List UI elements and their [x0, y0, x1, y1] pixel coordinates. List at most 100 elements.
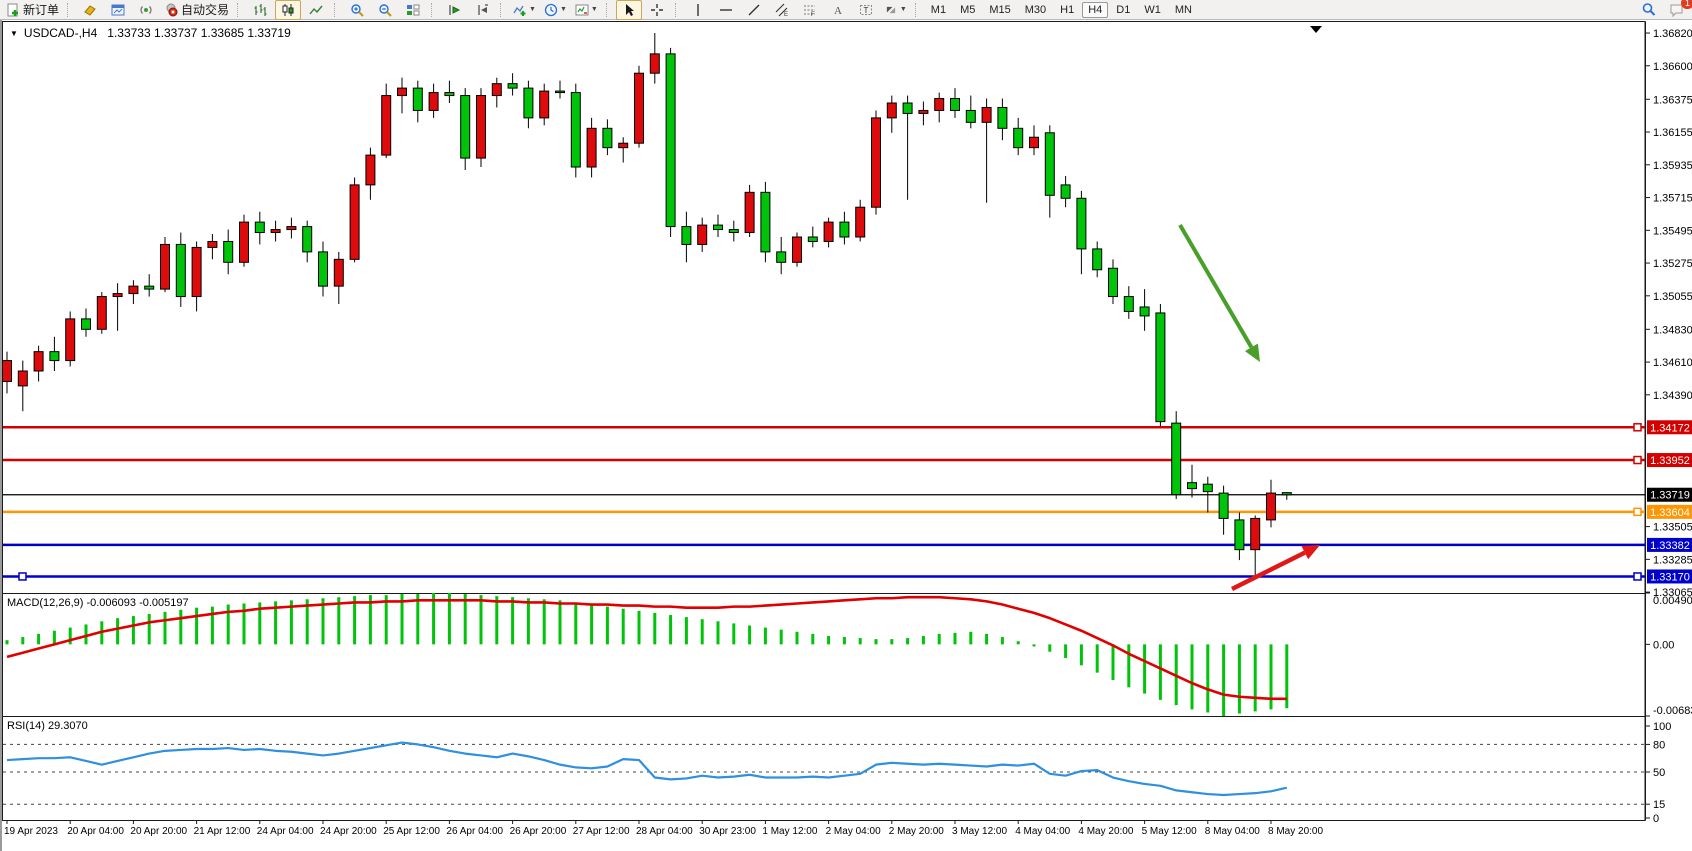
timeframe-H1[interactable]: H1	[1060, 3, 1075, 16]
tile-windows-button[interactable]	[400, 0, 426, 20]
horizontal-line-button[interactable]	[713, 0, 739, 20]
indicators-button[interactable]: ▼	[510, 0, 539, 20]
candlestick-icon	[282, 3, 294, 16]
periods-button[interactable]: ▼	[541, 0, 570, 20]
chart-canvas[interactable]: 1.36820 1.36600 1.36375 1.36155 1.35935 1.357…	[2, 20, 1692, 851]
macd-signal-line	[6, 595, 1287, 701]
vertical-line-button[interactable]	[685, 0, 711, 20]
svg-text:2 May 04:00: 2 May 04:00	[826, 826, 881, 837]
toolbar-grip	[237, 2, 243, 17]
toolbar-grip	[431, 2, 437, 17]
zoom-out-button[interactable]	[372, 0, 398, 20]
rsi-indicator-label[interactable]: RSI(14) 29.3070	[7, 720, 88, 732]
svg-text:26 Apr 04:00: 26 Apr 04:00	[446, 826, 503, 837]
svg-text:80: 80	[1653, 739, 1665, 751]
symbol-dropdown-icon[interactable]: ▼	[10, 28, 18, 38]
green-down-arrow[interactable]	[1178, 223, 1260, 362]
timeframe-M5[interactable]: M5	[960, 3, 976, 16]
notifications-button[interactable]: 1	[1663, 0, 1692, 20]
line-chart-button[interactable]	[303, 0, 329, 20]
svg-text:15: 15	[1653, 799, 1665, 811]
timeframe-M30[interactable]: M30	[1024, 3, 1047, 16]
clock-icon	[544, 3, 558, 16]
svg-text:-0.006838: -0.006838	[1653, 705, 1692, 717]
crosshair-icon	[650, 3, 663, 16]
styles-button[interactable]	[77, 0, 103, 20]
svg-text:30 Apr 23:00: 30 Apr 23:00	[699, 826, 756, 837]
svg-text:1.34172: 1.34172	[1650, 422, 1690, 434]
svg-text:20 Apr 20:00: 20 Apr 20:00	[130, 826, 187, 837]
candles-layer	[2, 33, 1292, 578]
toolbar-grip	[334, 2, 340, 17]
hline-1.33382[interactable]: 1.33382	[3, 537, 1692, 552]
bar-chart-button[interactable]	[247, 0, 273, 20]
templates-button[interactable]: ▼	[572, 0, 601, 20]
chevron-down-icon: ▼	[590, 6, 598, 13]
chart-shift-marker[interactable]	[1310, 26, 1322, 33]
timeframe-M15[interactable]: M15	[989, 3, 1011, 16]
market-watch-button[interactable]	[105, 0, 131, 20]
rsi-line	[6, 741, 1288, 797]
chevron-down-icon: ▼	[529, 6, 536, 13]
styles-icon	[84, 4, 96, 16]
svg-text:27 Apr 12:00: 27 Apr 12:00	[573, 826, 630, 837]
channel-button[interactable]: E	[769, 0, 795, 20]
arrows-button[interactable]: ▼	[881, 0, 910, 20]
svg-text:1.33285: 1.33285	[1653, 554, 1692, 566]
macd-indicator-label[interactable]: MACD(12,26,9) -0.006093 -0.005197	[7, 597, 189, 609]
svg-text:2 May 20:00: 2 May 20:00	[889, 826, 944, 837]
svg-text:0: 0	[1653, 813, 1659, 825]
svg-text:3 May 12:00: 3 May 12:00	[952, 826, 1007, 837]
svg-text:1.36820: 1.36820	[1653, 28, 1692, 40]
search-button[interactable]	[1635, 0, 1661, 20]
svg-text:E: E	[784, 12, 788, 17]
crosshair-button[interactable]	[644, 0, 670, 20]
timeframe-D1[interactable]: D1	[1116, 3, 1131, 16]
cursor-button[interactable]	[615, 0, 642, 20]
svg-text:1.33065: 1.33065	[1653, 587, 1692, 599]
svg-text:1.34390: 1.34390	[1653, 390, 1692, 402]
svg-text:8 May 20:00: 8 May 20:00	[1268, 826, 1323, 837]
autotrade-button[interactable]: 自动交易	[161, 0, 232, 20]
chart-shift-button[interactable]	[469, 0, 495, 20]
timeframe-M1[interactable]: M1	[930, 3, 947, 16]
timeframe-H4[interactable]: H4	[1082, 1, 1109, 18]
time-axis[interactable]: 19 Apr 2023 20 Apr 04:00 20 Apr 20:00 21 Ap…	[4, 820, 1323, 837]
hline-1.33952[interactable]: 1.33952	[3, 453, 1692, 468]
rsi-pane: 100 80 50 15 0	[3, 721, 1671, 825]
text-label-button[interactable]: T	[853, 0, 879, 20]
zoom-out-icon	[379, 3, 392, 17]
svg-text:1.36375: 1.36375	[1653, 94, 1692, 106]
symbol-ohlc: 1.33733 1.33737 1.33685 1.33719	[107, 26, 291, 40]
hline-1.33170[interactable]: 1.33170	[3, 569, 1692, 584]
candlestick-chart-button[interactable]	[275, 0, 302, 20]
svg-text:T: T	[863, 6, 868, 15]
svg-text:5 May 12:00: 5 May 12:00	[1142, 826, 1197, 837]
svg-text:24 Apr 04:00: 24 Apr 04:00	[257, 826, 314, 837]
svg-text:1 May 12:00: 1 May 12:00	[762, 826, 817, 837]
svg-text:1.33604: 1.33604	[1650, 507, 1690, 519]
hline-1.33604[interactable]: 1.33604	[3, 504, 1692, 519]
add-indicator-icon	[513, 5, 526, 16]
text-button[interactable]: A	[825, 0, 851, 20]
auto-scroll-icon	[449, 4, 461, 15]
fibonacci-button[interactable]: F	[797, 0, 823, 20]
new-order-icon	[7, 3, 18, 16]
timeframe-W1[interactable]: W1	[1144, 3, 1161, 16]
chevron-down-icon: ▼	[899, 6, 907, 13]
auto-scroll-button[interactable]	[441, 0, 467, 20]
hline-1.33719[interactable]: 1.33719	[3, 487, 1692, 502]
svg-text:100: 100	[1653, 721, 1671, 733]
hline-1.34172[interactable]: 1.34172	[3, 420, 1692, 435]
signals-button[interactable]	[133, 0, 159, 20]
svg-text:0.004901: 0.004901	[1653, 595, 1692, 607]
timeframe-MN[interactable]: MN	[1174, 3, 1192, 16]
chart-window: 1.36820 1.36600 1.36375 1.36155 1.35935 1.357…	[0, 20, 1692, 851]
svg-text:1.33952: 1.33952	[1650, 455, 1690, 467]
new-order-button[interactable]: 新订单	[3, 0, 62, 20]
zoom-in-button[interactable]	[344, 0, 370, 20]
symbol-title[interactable]: ▼ USDCAD-,H4 1.33733 1.33737 1.33685 1.3…	[10, 26, 291, 40]
cursor-icon	[625, 3, 634, 16]
trendline-button[interactable]	[741, 0, 767, 20]
red-up-arrow[interactable]	[1230, 545, 1320, 592]
